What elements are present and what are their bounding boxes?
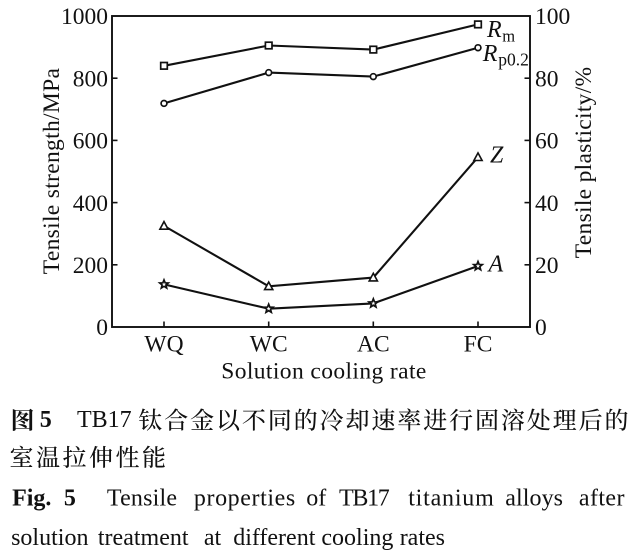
svg-text:after: after (579, 486, 625, 512)
svg-text:1000: 1000 (61, 4, 108, 30)
svg-text:alloys: alloys (505, 486, 563, 512)
svg-text:800: 800 (73, 66, 108, 92)
svg-text:rates: rates (400, 525, 445, 551)
svg-text:AC: AC (357, 331, 390, 357)
svg-text:600: 600 (73, 129, 108, 155)
svg-text:different: different (233, 525, 316, 551)
svg-text:80: 80 (535, 66, 559, 92)
svg-text:WC: WC (250, 331, 288, 357)
svg-text:WQ: WQ (144, 331, 183, 357)
svg-text:200: 200 (73, 253, 108, 279)
svg-text:400: 400 (73, 191, 108, 217)
svg-text:Solution cooling rate: Solution cooling rate (221, 358, 427, 384)
svg-text:Z: Z (490, 143, 504, 169)
svg-text:Tensile plasticity/%: Tensile plasticity/% (571, 67, 597, 259)
svg-text:60: 60 (535, 129, 559, 155)
svg-text:at: at (204, 525, 222, 551)
svg-text:m: m (502, 27, 515, 46)
svg-text:Tensile strength/MPa: Tensile strength/MPa (39, 68, 65, 275)
svg-text:Tensile: Tensile (107, 486, 177, 512)
svg-text:p0.2: p0.2 (498, 49, 529, 69)
svg-text:R: R (482, 41, 498, 67)
svg-text:titanium: titanium (408, 486, 494, 512)
svg-text:R: R (486, 17, 502, 43)
svg-text:cooling: cooling (321, 525, 393, 551)
svg-text:A: A (487, 252, 504, 278)
svg-text:0: 0 (96, 315, 108, 341)
svg-text:40: 40 (535, 191, 559, 217)
svg-text:Fig.: Fig. (12, 486, 51, 512)
svg-text:of: of (306, 486, 326, 512)
svg-text:100: 100 (535, 4, 570, 30)
svg-text:5: 5 (64, 486, 76, 512)
svg-text:treatment: treatment (98, 525, 189, 551)
svg-text:TB17: TB17 (339, 486, 390, 512)
svg-text:TB17: TB17 (77, 407, 132, 433)
svg-text:5: 5 (40, 407, 52, 433)
svg-text:properties: properties (194, 486, 296, 512)
svg-text:20: 20 (535, 253, 559, 279)
svg-text:FC: FC (464, 331, 493, 357)
svg-text:0: 0 (535, 315, 547, 341)
svg-text:solution: solution (11, 525, 88, 551)
